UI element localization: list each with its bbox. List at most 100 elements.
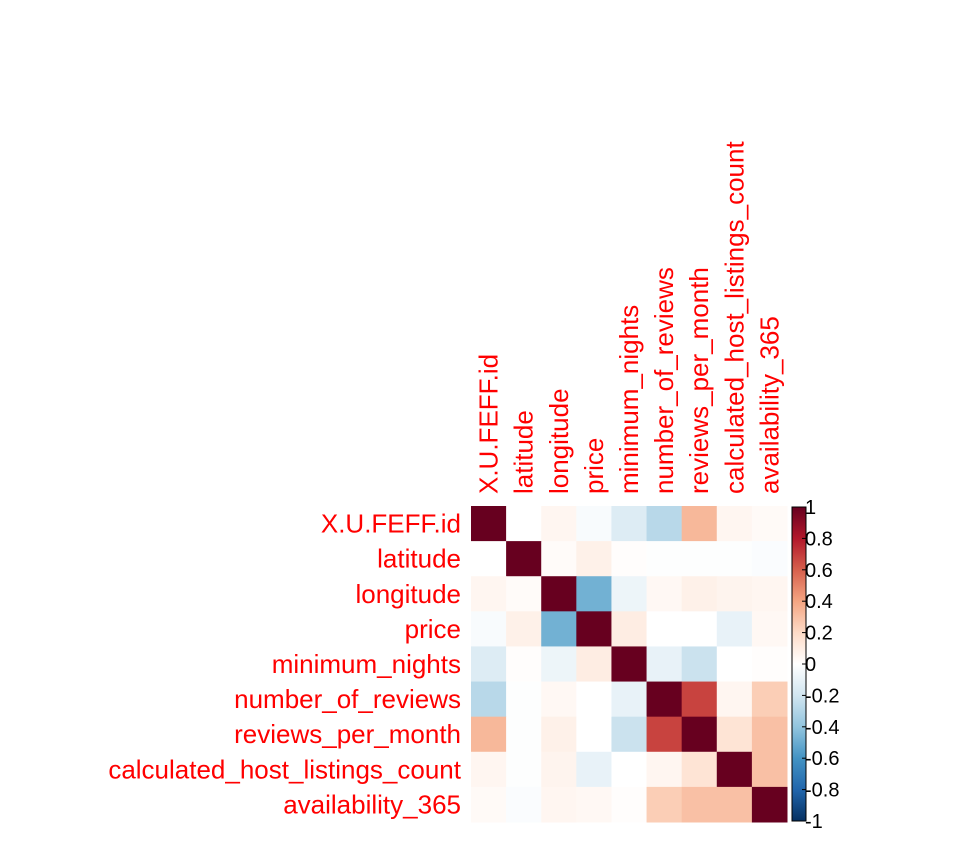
heatmap-cell bbox=[541, 576, 577, 612]
column-label: number_of_reviews bbox=[649, 267, 679, 494]
heatmap-cell bbox=[541, 681, 577, 718]
heatmap-cell bbox=[646, 541, 683, 577]
column-labels: X.U.FEFF.id latitude longitude price minimum… bbox=[474, 141, 785, 494]
heatmap-cell bbox=[506, 716, 542, 753]
row-label: latitude bbox=[377, 544, 461, 574]
heatmap-cell bbox=[646, 786, 683, 823]
color-legend-tick-label: -0.2 bbox=[805, 685, 839, 707]
row-label: price bbox=[405, 614, 461, 644]
heatmap-cell bbox=[576, 786, 612, 823]
column-label: minimum_nights bbox=[614, 305, 644, 494]
color-legend: 1 0.8 0.6 0.4 0.2 0 -0.2 -0.4 -0.6 -0.8 -1 bbox=[791, 497, 839, 833]
heatmap-cell bbox=[681, 576, 718, 612]
heatmap-cell bbox=[716, 541, 753, 577]
heatmap-cell bbox=[576, 506, 612, 542]
heatmap-cell bbox=[611, 786, 648, 823]
heatmap-cell bbox=[681, 646, 718, 683]
heatmap-cell bbox=[716, 506, 753, 542]
heatmap-cell bbox=[611, 541, 648, 577]
heatmap-cell bbox=[681, 716, 718, 753]
heatmap-cell bbox=[541, 751, 577, 788]
row-label: number_of_reviews bbox=[234, 684, 461, 714]
heatmap-cell bbox=[681, 786, 718, 823]
heatmap-cell bbox=[541, 541, 577, 577]
heatmap-cell bbox=[576, 646, 612, 683]
heatmap-cell bbox=[471, 576, 507, 612]
color-legend-tick-label: 0.8 bbox=[805, 528, 833, 550]
color-legend-tick-label: -0.6 bbox=[805, 748, 839, 770]
heatmap-cell bbox=[541, 506, 577, 542]
color-legend-tick-label: 0.4 bbox=[805, 591, 833, 613]
heatmap-cell bbox=[471, 506, 507, 542]
heatmap-cell bbox=[506, 576, 542, 612]
column-label: X.U.FEFF.id bbox=[474, 354, 504, 494]
heatmap-cell bbox=[541, 646, 577, 683]
heatmap-cell bbox=[506, 681, 542, 718]
heatmap-cell bbox=[646, 611, 683, 647]
heatmap-cell bbox=[611, 646, 648, 683]
heatmap-cell bbox=[751, 506, 788, 542]
heatmap-cell bbox=[751, 646, 788, 683]
heatmap-cell bbox=[716, 716, 753, 753]
heatmap-cell bbox=[751, 786, 788, 823]
heatmap-cell bbox=[681, 541, 718, 577]
heatmap-cell bbox=[471, 716, 507, 753]
heatmap-cell bbox=[471, 786, 507, 823]
color-legend-tick-label: -0.8 bbox=[805, 780, 839, 802]
column-label: latitude bbox=[509, 410, 539, 494]
heatmap-cell bbox=[611, 576, 648, 612]
heatmap-cell bbox=[471, 611, 507, 647]
heatmap-cell bbox=[471, 646, 507, 683]
heatmap-cell bbox=[506, 506, 542, 542]
column-label: longitude bbox=[544, 388, 574, 494]
heatmap-cell bbox=[716, 681, 753, 718]
color-legend-tick-label: 0 bbox=[805, 654, 816, 676]
heatmap-cell bbox=[576, 681, 612, 718]
heatmap-cell bbox=[576, 611, 612, 647]
heatmap-cell bbox=[471, 681, 507, 718]
row-label: availability_365 bbox=[283, 789, 461, 819]
heatmap-cell bbox=[646, 681, 683, 718]
heatmap-cell bbox=[646, 716, 683, 753]
heatmap-cell bbox=[611, 681, 648, 718]
heatmap-cell bbox=[681, 611, 718, 647]
heatmap-cell bbox=[646, 646, 683, 683]
row-labels: X.U.FEFF.id latitude longitude price minimum… bbox=[108, 509, 461, 820]
heatmap-cell bbox=[506, 646, 542, 683]
heatmap-cell bbox=[541, 716, 577, 753]
row-label: longitude bbox=[355, 579, 461, 609]
heatmap-cell bbox=[576, 716, 612, 753]
row-label: minimum_nights bbox=[272, 649, 461, 679]
heatmap-cell bbox=[506, 541, 542, 577]
heatmap-cell bbox=[716, 576, 753, 612]
heatmap-cell bbox=[611, 716, 648, 753]
heatmap-cell bbox=[751, 681, 788, 718]
heatmap-cell bbox=[751, 751, 788, 788]
heatmap-cell bbox=[646, 576, 683, 612]
heatmap-cell bbox=[681, 506, 718, 542]
heatmap-cell bbox=[471, 751, 507, 788]
row-label: X.U.FEFF.id bbox=[321, 509, 461, 539]
column-label: availability_365 bbox=[754, 316, 784, 494]
heatmap-cell bbox=[751, 611, 788, 647]
heatmap-cell bbox=[541, 611, 577, 647]
heatmap-cell bbox=[681, 681, 718, 718]
row-label: calculated_host_listings_count bbox=[108, 754, 461, 784]
color-legend-tick-label: 0.2 bbox=[805, 623, 833, 645]
column-label: reviews_per_month bbox=[684, 267, 714, 494]
heatmap-cells bbox=[471, 506, 788, 823]
heatmap-cell bbox=[716, 646, 753, 683]
heatmap-cell bbox=[716, 751, 753, 788]
heatmap-cell bbox=[681, 751, 718, 788]
heatmap-cell bbox=[541, 786, 577, 823]
heatmap-cell bbox=[576, 541, 612, 577]
color-legend-tick-label: 1 bbox=[805, 497, 816, 519]
heatmap-cell bbox=[611, 751, 648, 788]
color-legend-ticks: 1 0.8 0.6 0.4 0.2 0 -0.2 -0.4 -0.6 -0.8 -1 bbox=[802, 497, 839, 833]
heatmap-cell bbox=[646, 506, 683, 542]
heatmap-cell bbox=[751, 541, 788, 577]
color-legend-tick-label: 0.6 bbox=[805, 560, 833, 582]
heatmap-cell bbox=[506, 751, 542, 788]
heatmap-cell bbox=[506, 786, 542, 823]
